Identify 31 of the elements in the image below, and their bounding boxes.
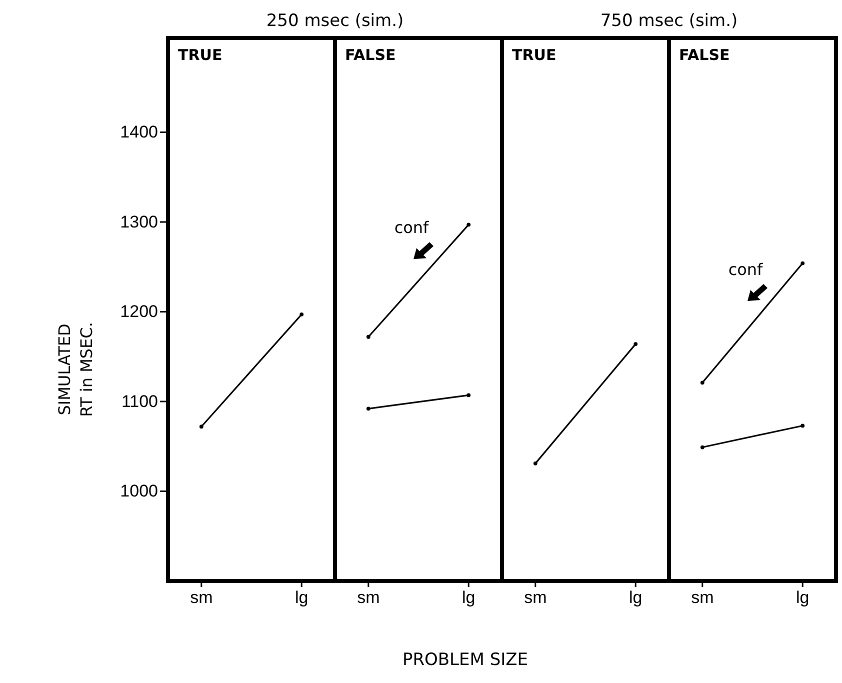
y-axis-title: SIMULATED RT in MSEC. <box>55 322 96 417</box>
y-tick-label: 1100 <box>121 392 158 411</box>
x-tick-label: lg <box>462 588 476 608</box>
text: FALSE <box>345 46 396 64</box>
x-tick-label: sm <box>190 588 213 608</box>
point <box>366 406 370 411</box>
x-tick-label: sm <box>357 588 380 608</box>
point <box>466 222 471 227</box>
x-tick-label: sm <box>524 588 547 608</box>
x-tick-label: sm <box>691 588 714 608</box>
series-label: conf <box>728 260 764 279</box>
point <box>466 393 471 398</box>
series-label: conf <box>394 218 430 238</box>
chart-title: 750 msec (sim.) <box>600 11 738 31</box>
point <box>800 424 805 428</box>
text: FALSE <box>679 46 730 64</box>
y-tick-label: 1200 <box>120 302 158 322</box>
x-axis-title: PROBLEM SIZE <box>402 650 528 670</box>
y-tick-label: 1000 <box>120 482 158 501</box>
y-tick-label: 1400 <box>120 122 158 142</box>
point <box>700 380 704 385</box>
y-tick-label: 1300 <box>120 212 158 232</box>
text: TRUE <box>512 46 556 64</box>
x-tick-label: lg <box>796 588 810 608</box>
text: TRUE <box>178 46 222 64</box>
point <box>800 261 805 266</box>
x-tick-label: lg <box>294 588 308 608</box>
point <box>366 334 370 339</box>
chart-title: 250 msec (sim.) <box>266 11 404 31</box>
x-tick-label: lg <box>628 588 642 608</box>
point <box>700 445 704 450</box>
